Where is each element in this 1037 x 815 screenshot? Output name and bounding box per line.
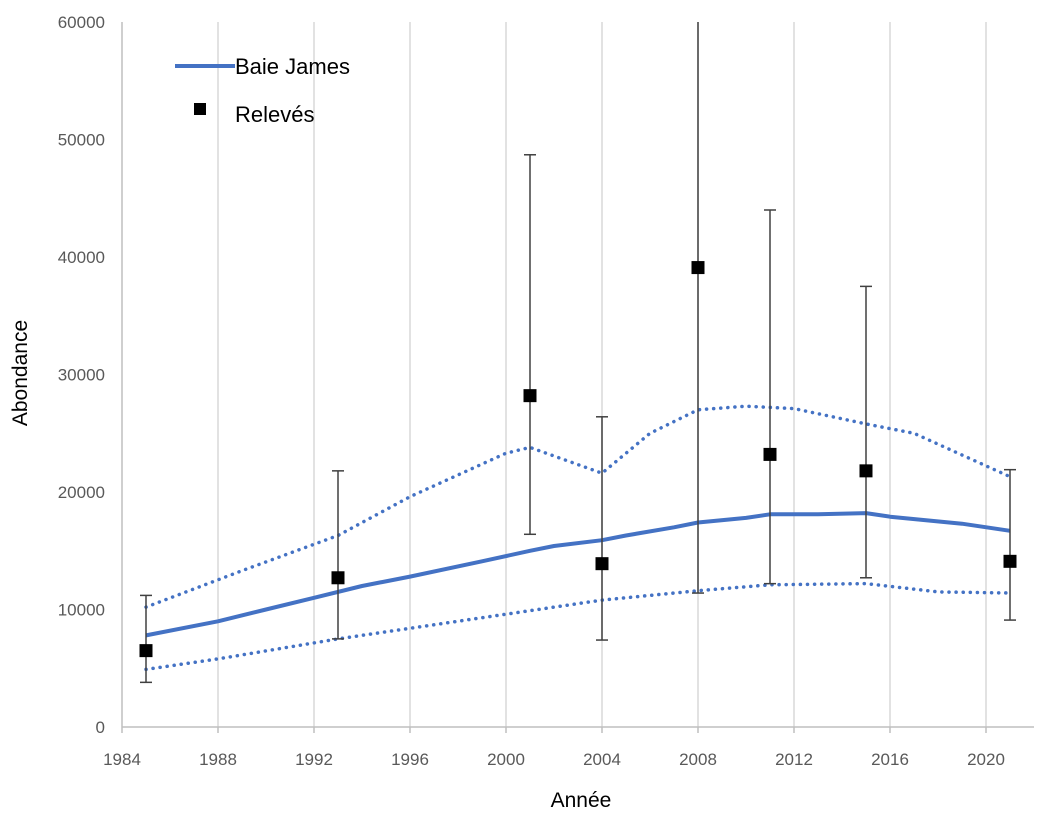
y-tick-label-0: 0 — [96, 718, 105, 737]
survey-marker-2011 — [763, 447, 777, 461]
y-axis-title: Abondance — [9, 320, 32, 426]
x-tick-label-1992: 1992 — [295, 750, 333, 769]
survey-marker-1985 — [139, 644, 153, 658]
x-axis-ticks: 1984 1988 1992 1996 2000 2004 2008 2012 2016 2020 — [103, 727, 1005, 769]
survey-marker-2001 — [523, 389, 537, 403]
x-tick-label-1984: 1984 — [103, 750, 141, 769]
legend-label-baie-james: Baie James — [235, 54, 350, 79]
x-axis-title: Année — [551, 789, 612, 812]
x-tick-label-1988: 1988 — [199, 750, 237, 769]
markers — [139, 261, 1017, 658]
y-tick-label-60000: 60000 — [58, 13, 105, 32]
survey-marker-2008 — [691, 261, 705, 275]
line-baie-james — [145, 511, 1011, 638]
legend-marker-releves — [194, 103, 206, 115]
x-tick-label-2004: 2004 — [583, 750, 621, 769]
x-tick-label-2012: 2012 — [775, 750, 813, 769]
x-tick-label-2020: 2020 — [967, 750, 1005, 769]
survey-marker-2004 — [595, 557, 609, 571]
legend: Baie James Relevés — [175, 54, 350, 127]
line-lower-bound — [144, 581, 1012, 672]
y-tick-label-10000: 10000 — [58, 601, 105, 620]
error-bars — [140, 22, 1016, 684]
y-tick-label-30000: 30000 — [58, 366, 105, 385]
legend-label-releves: Relevés — [235, 102, 314, 127]
y-tick-label-50000: 50000 — [58, 131, 105, 150]
x-tick-label-2016: 2016 — [871, 750, 909, 769]
x-tick-label-2008: 2008 — [679, 750, 717, 769]
line-upper-bound — [144, 404, 1012, 609]
x-tick-label-2000: 2000 — [487, 750, 525, 769]
axes — [121, 22, 1034, 728]
series-layer — [144, 404, 1012, 672]
y-tick-label-20000: 20000 — [58, 483, 105, 502]
x-tick-label-1996: 1996 — [391, 750, 429, 769]
survey-marker-1993 — [331, 571, 345, 585]
survey-marker-2015 — [859, 464, 873, 478]
y-tick-label-40000: 40000 — [58, 248, 105, 267]
y-axis-ticks: 0 10000 20000 30000 40000 50000 60000 — [58, 13, 105, 737]
survey-marker-2021 — [1003, 554, 1017, 568]
